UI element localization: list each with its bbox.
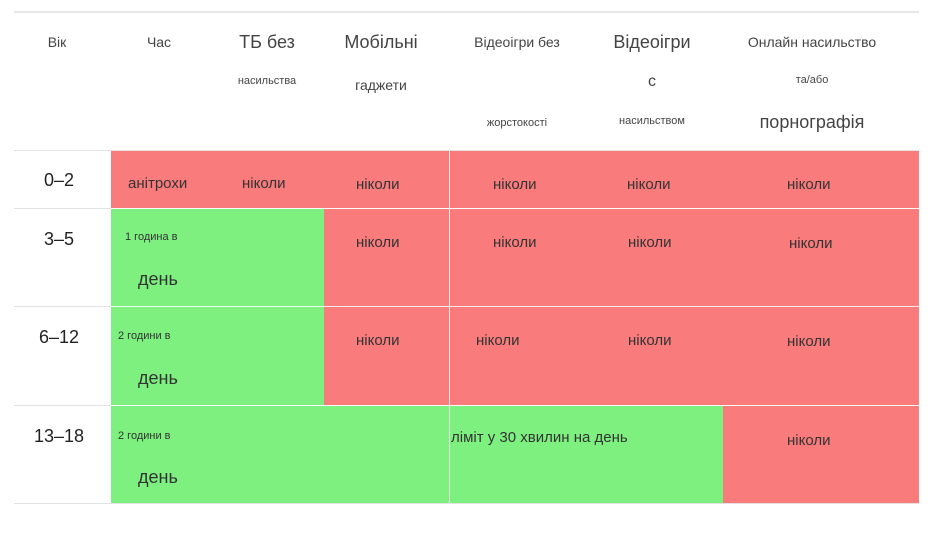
cell-tv: ніколи: [242, 175, 286, 192]
row-0-forbidden-area: [111, 151, 919, 208]
header-tv-line2: насильства: [237, 75, 297, 87]
cell-games-nonviolent: ніколи: [493, 176, 537, 193]
cell-time-line2: день: [138, 368, 178, 388]
header-mobile-line1: Мобільні: [344, 32, 418, 52]
cell-games-violent: ніколи: [628, 234, 672, 251]
cell-online: ніколи: [787, 432, 831, 449]
header-online-line1: Онлайн насильство: [747, 34, 877, 50]
cell-online: ніколи: [787, 176, 831, 193]
grid-line: [111, 208, 919, 209]
grid-line: [449, 151, 450, 503]
row-3-forbidden-area: [723, 406, 919, 503]
cell-mobile: ніколи: [356, 176, 400, 193]
header-games-nonviolent-line2: жорстокості: [486, 117, 548, 129]
row-3-allowed-area: [111, 406, 723, 503]
rows-1-2-allowed-area: [111, 209, 324, 405]
row-age: 13–18: [33, 426, 85, 446]
cell-time-line1: 2 години в: [118, 430, 171, 442]
rows-1-2-forbidden-area: [324, 209, 919, 405]
row-separator: [14, 150, 919, 151]
cell-games-nonviolent: ніколи: [476, 332, 520, 349]
cell-mobile: ніколи: [356, 332, 400, 349]
header-online-line3: порнографія: [759, 112, 865, 132]
table-top-border: [14, 11, 919, 13]
grid-line: [111, 306, 919, 307]
header-games-nonviolent-line1: Відеоігри без: [474, 34, 560, 50]
header-games-violent-line3: насильством: [619, 115, 685, 127]
grid-line: [111, 405, 919, 406]
header-mobile-line2: гаджети: [355, 77, 407, 93]
cell-games-limit: ліміт у 30 хвилин на день: [451, 429, 628, 446]
cell-time-line1: 1 година в: [125, 231, 178, 243]
header-online-line2: та/або: [795, 74, 829, 86]
header-tv-line1: ТБ без: [239, 32, 295, 52]
row-age: 3–5: [43, 229, 75, 249]
cell-online: ніколи: [787, 333, 831, 350]
cell-time-line1: 2 години в: [118, 330, 171, 342]
cell-mobile: ніколи: [356, 234, 400, 251]
cell-time-line2: день: [138, 269, 178, 289]
header-games-violent-line2: с: [648, 73, 656, 90]
cell-games-violent: ніколи: [628, 332, 672, 349]
cell-online: ніколи: [789, 235, 833, 252]
header-time: Час: [146, 34, 172, 50]
row-age: 6–12: [38, 327, 80, 347]
header-games-violent-line1: Відеоігри: [613, 32, 691, 52]
cell-time-line2: день: [138, 467, 178, 487]
cell-time: анітрохи: [128, 175, 188, 192]
row-separator: [14, 503, 919, 504]
row-age: 0–2: [43, 170, 75, 190]
cell-games-nonviolent: ніколи: [493, 234, 537, 251]
cell-games-violent: ніколи: [627, 176, 671, 193]
header-age: Вік: [47, 34, 67, 50]
